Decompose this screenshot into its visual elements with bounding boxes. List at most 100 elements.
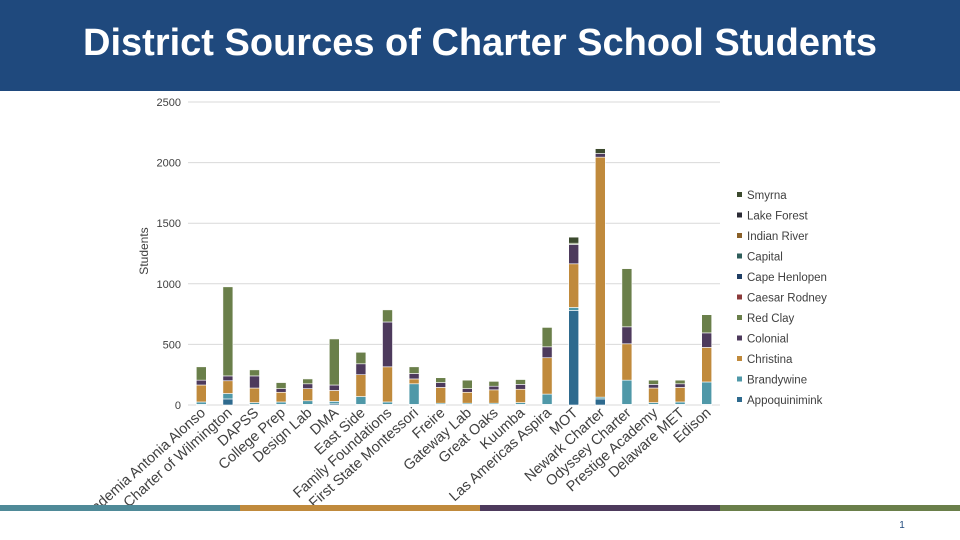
legend-swatch: [737, 335, 742, 341]
bar-segment: [222, 393, 234, 400]
x-tick-label: Charter of Wilmington: [121, 405, 236, 505]
bar-segment: [355, 351, 367, 365]
gridlines: [188, 101, 720, 406]
bar-segment: [488, 385, 500, 391]
legend-label: Cape Henlopen: [747, 272, 827, 284]
bar-segment: [355, 363, 367, 375]
bar-segment: [568, 310, 580, 406]
footer-band: [240, 505, 480, 511]
bar-segment: [594, 153, 606, 158]
bar-segment: [328, 401, 340, 405]
bar-segment: [408, 383, 420, 405]
bar-segment: [275, 388, 287, 393]
y-tick-label: 500: [163, 339, 181, 351]
legend-label: Red Clay: [747, 313, 795, 325]
page-number: 1: [899, 520, 905, 531]
bar-segment: [408, 378, 420, 385]
bar-segment: [701, 347, 713, 383]
bar-segment: [328, 384, 340, 391]
page-title: District Sources of Charter School Stude…: [83, 22, 877, 64]
bar-segment: [568, 236, 580, 244]
bar-segment: [249, 369, 260, 377]
legend-swatch: [737, 397, 742, 402]
bar-segment: [302, 388, 314, 402]
bar-segment: [222, 398, 234, 406]
bar-segment: [515, 388, 526, 403]
bar-segment: [541, 346, 553, 359]
bar-segment: [594, 148, 606, 154]
bar-segment: [541, 327, 553, 348]
bar-segment: [461, 379, 473, 389]
bar-segment: [408, 366, 420, 374]
bar-segment: [275, 382, 287, 389]
y-axis-label: Students: [137, 227, 151, 274]
footer-band: [480, 505, 720, 511]
bar-segment: [435, 387, 447, 404]
y-tick-label: 0: [175, 400, 181, 412]
stacked-bar-chart: 0 500 1000 1500 2000 2500 Students Academia A…: [76, 97, 827, 505]
bar-segment: [648, 384, 659, 389]
title-bar: District Sources of Charter School Stude…: [0, 0, 960, 91]
legend-label: Caesar Rodney: [747, 293, 827, 305]
legend-swatch: [737, 376, 742, 382]
legend-label: Brandywine: [747, 375, 807, 387]
bar-segment: [435, 382, 447, 388]
bar-segment: [515, 379, 526, 385]
bar-segment: [461, 391, 473, 404]
bar-segment: [222, 375, 234, 382]
y-axis-ticks: 0 500 1000 1500 2000 2500: [157, 97, 181, 412]
bar-segment: [249, 387, 260, 403]
bar-segment: [302, 378, 314, 385]
bar-segment: [382, 366, 393, 403]
bar-segment: [328, 390, 340, 402]
legend-label: Smyrna: [747, 190, 787, 202]
bar-segment: [541, 357, 553, 395]
bar-segment: [594, 156, 606, 398]
legend-swatch: [737, 253, 742, 259]
legend-label: Indian River: [747, 231, 809, 243]
bars: [196, 148, 713, 406]
bar-segment: [568, 244, 580, 265]
bar-segment: [196, 384, 207, 403]
legend-label: Colonial: [747, 334, 789, 346]
bar-segment: [648, 379, 659, 385]
bar-segment: [568, 307, 580, 311]
bar-segment: [674, 387, 686, 403]
bar-segment: [355, 374, 367, 397]
bar-segment: [515, 384, 526, 390]
legend-swatch: [737, 233, 742, 238]
legend-swatch: [737, 356, 742, 361]
bar-segment: [701, 332, 713, 348]
bar-segment: [196, 366, 207, 381]
legend-swatch: [737, 294, 742, 300]
bar-segment: [568, 263, 580, 308]
legend: Smyrna Lake Forest Indian River Capital Cape…: [737, 190, 827, 407]
legend-label: Lake Forest: [747, 211, 809, 223]
footer-band: [0, 505, 240, 511]
legend-swatch: [737, 274, 742, 279]
legend-swatch: [737, 212, 742, 218]
legend-label: Capital: [747, 252, 783, 264]
bar-segment: [594, 398, 606, 406]
bar-segment: [674, 401, 686, 405]
y-tick-label: 1000: [157, 279, 181, 291]
bar-segment: [461, 388, 473, 393]
bar-segment: [701, 314, 713, 334]
bar-segment: [275, 401, 287, 405]
y-tick-label: 1500: [157, 218, 181, 230]
legend-swatch: [737, 315, 742, 320]
bar-segment: [488, 381, 500, 387]
bar-segment: [222, 286, 234, 377]
bar-segment: [408, 373, 420, 380]
bar-segment: [621, 343, 633, 381]
y-tick-label: 2500: [157, 97, 181, 109]
bar-segment: [382, 401, 393, 405]
bar-segment: [674, 379, 686, 385]
bar-segment: [196, 379, 207, 386]
bar-segment: [674, 383, 686, 388]
y-tick-label: 2000: [157, 158, 181, 170]
bar-segment: [488, 389, 500, 404]
bar-segment: [302, 400, 314, 405]
bar-segment: [249, 375, 260, 389]
bar-segment: [382, 309, 393, 323]
